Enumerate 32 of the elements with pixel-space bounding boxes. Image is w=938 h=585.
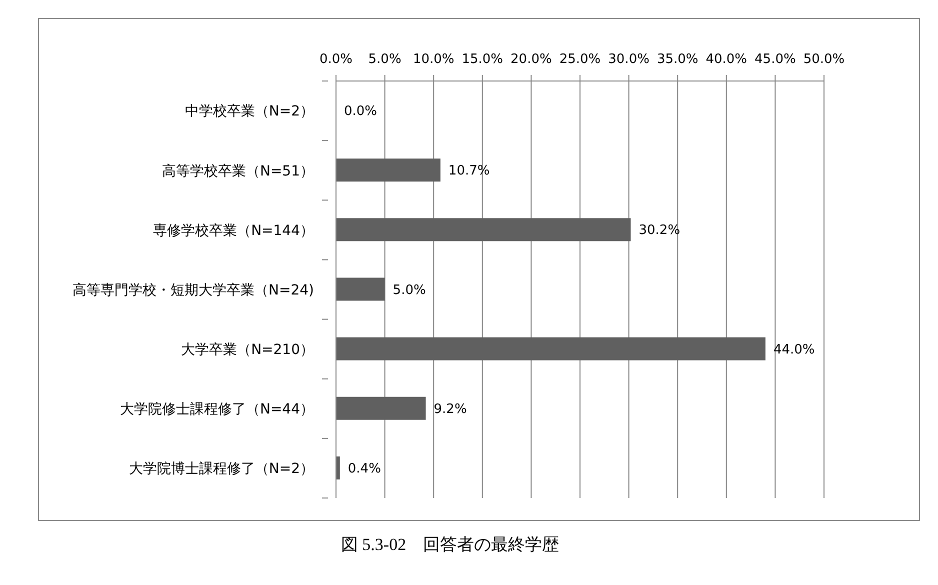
y-tick-label: 大学院修士課程修了（N=44） — [120, 402, 314, 418]
bar — [336, 218, 631, 242]
y-tick-label: 中学校卒業（N=2） — [184, 104, 314, 120]
x-tick-label: 30.0% — [608, 52, 650, 67]
x-tick-label: 25.0% — [559, 52, 601, 67]
x-tick-label: 20.0% — [510, 52, 552, 67]
x-tick-label: 5.0% — [368, 52, 402, 67]
bar — [336, 158, 440, 182]
data-label: 5.0% — [392, 282, 426, 298]
text: 図 5.3-02 回答者の最終学歴 — [340, 534, 560, 556]
bar — [336, 456, 340, 480]
x-tick-label: 10.0% — [412, 52, 454, 67]
y-tick-label: 大学卒業（N=210） — [181, 342, 314, 358]
bar — [336, 337, 766, 360]
x-tick-label: 40.0% — [706, 52, 748, 67]
x-tick-label: 50.0% — [803, 52, 845, 67]
y-tick-label: 専修学校卒業（N=144） — [153, 222, 314, 239]
y-tick-label: 高等専門学校・短期大学卒業（N=24) — [72, 282, 314, 298]
data-label: 44.0% — [773, 342, 815, 358]
data-label: 0.4% — [348, 461, 381, 476]
data-label: 10.7% — [448, 164, 490, 179]
data-label: 30.2% — [638, 223, 680, 238]
y-tick-label: 高等学校卒業（N=51） — [162, 163, 314, 180]
x-tick-label: 15.0% — [462, 52, 504, 67]
y-tick-label: 大学院博士課程修了（N=2） — [128, 461, 314, 478]
x-tick-label: 35.0% — [656, 52, 698, 67]
bar — [336, 278, 385, 301]
data-label: 9.2% — [434, 402, 467, 417]
bar — [336, 396, 426, 420]
data-label: 0.0% — [344, 104, 378, 120]
x-tick-label: 0.0% — [319, 52, 353, 67]
x-tick-label: 45.0% — [754, 52, 796, 67]
